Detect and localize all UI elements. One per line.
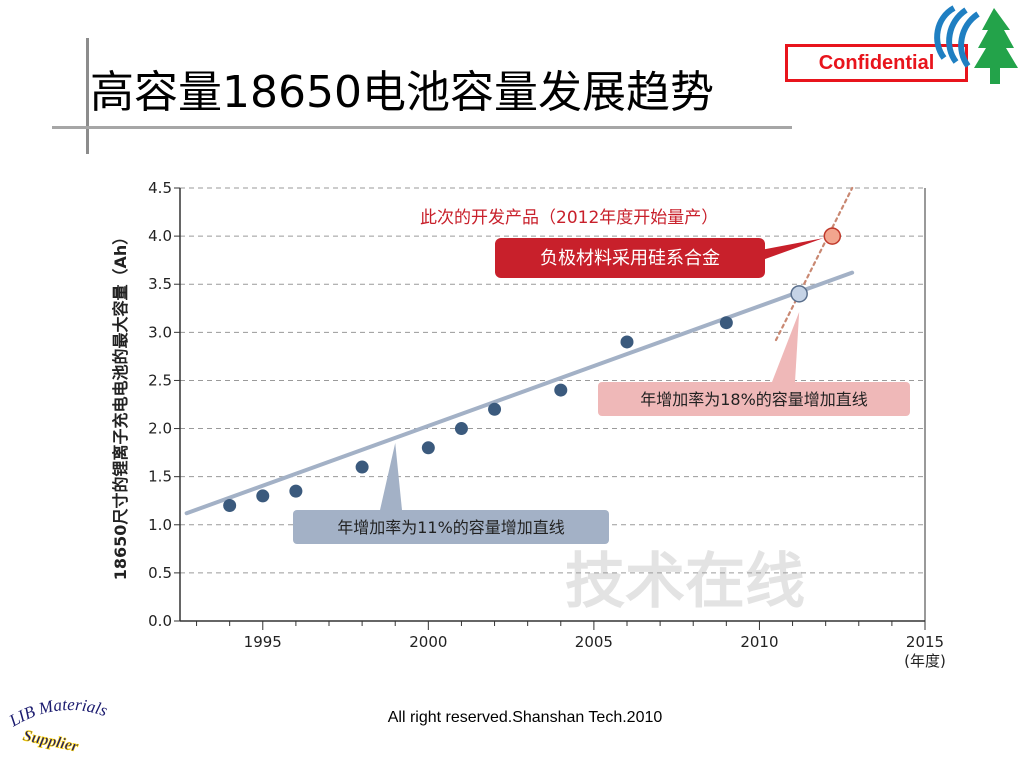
annotation-dev-product: 此次的开发产品（2012年度开始量产） [420,208,718,228]
x-tick-label: 1995 [244,633,282,651]
title-vertical-rule [86,38,89,154]
trend-lines [184,186,855,516]
callout-pointer-pink [772,311,800,382]
y-tick-label: 4.0 [148,227,172,245]
y-tick-label: 2.5 [148,371,172,389]
data-point [289,484,303,498]
shanshan-tree-logo-icon [934,5,1018,84]
y-tick-label: 0.0 [148,612,172,630]
x-tick-label: 2005 [575,633,613,651]
x-tick-label: 2015 [906,633,944,651]
x-axis-label: (年度) [904,652,946,670]
lib-materials-supplier-logo: LIB Materials Supplier [5,695,110,756]
trend-line-11pct [184,270,855,516]
data-point [488,402,502,416]
annotations: 此次的开发产品（2012年度开始量产） 负极材料采用硅系合金年增加率为18%的容量… [293,208,910,544]
y-axis-label: 18650尺寸的锂离子充电电池的最大容量（Ah） [111,229,130,580]
slide-title: 高容量18650电池容量发展趋势 [90,67,714,118]
data-point [355,460,369,474]
callout-box-red [495,238,765,278]
footer-copyright: All right reserved.Shanshan Tech.2010 [387,709,663,726]
y-tick-label: 3.5 [148,275,172,293]
y-tick-label: 1.5 [148,468,172,486]
data-point [719,316,733,330]
data-point [256,489,270,503]
annotation-rate-11: 年增加率为11%的容量增加直线 [337,518,565,537]
y-tick-label: 3.0 [148,323,172,341]
callout-box-grey [293,510,609,544]
trend-line-18pct [774,186,854,342]
lib-logo-line2: Supplier [21,727,80,755]
x-tick-label: 2010 [740,633,778,651]
projected-point-11pct [790,285,808,303]
y-tick-label: 0.5 [148,564,172,582]
data-point [554,383,568,397]
axes: 0.0 0.5 1.0 1.5 2.0 2.5 3.0 3.5 4.0 4.5 1995 2000 20… [111,179,946,670]
data-point [454,422,468,436]
projected-point-18pct [823,227,842,245]
lib-logo-line1: LIB Materials [5,695,110,731]
y-tick-label: 1.0 [148,516,172,534]
title-horizontal-rule [52,126,792,129]
annotation-rate-18: 年增加率为18%的容量增加直线 [640,390,868,409]
y-tick-label: 2.0 [148,420,172,438]
watermark-text: 技术在线 [565,547,805,617]
data-points [223,227,842,513]
annotation-silicon-anode: 负极材料采用硅系合金 [540,248,720,269]
callout-box-pink [598,382,910,416]
y-tick-label: 4.5 [148,179,172,197]
callout-pointer-grey [380,442,402,510]
data-point [421,441,435,455]
data-point [223,499,237,513]
data-point [620,335,634,349]
x-tick-label: 2000 [409,633,447,651]
watermark: 技术在线 [565,547,805,617]
capacity-trend-chart: 技术在线 0.0 0.5 1.0 1.5 2.0 2.5 3.0 3.5 4.0 4.5 1995 2… [100,172,960,682]
